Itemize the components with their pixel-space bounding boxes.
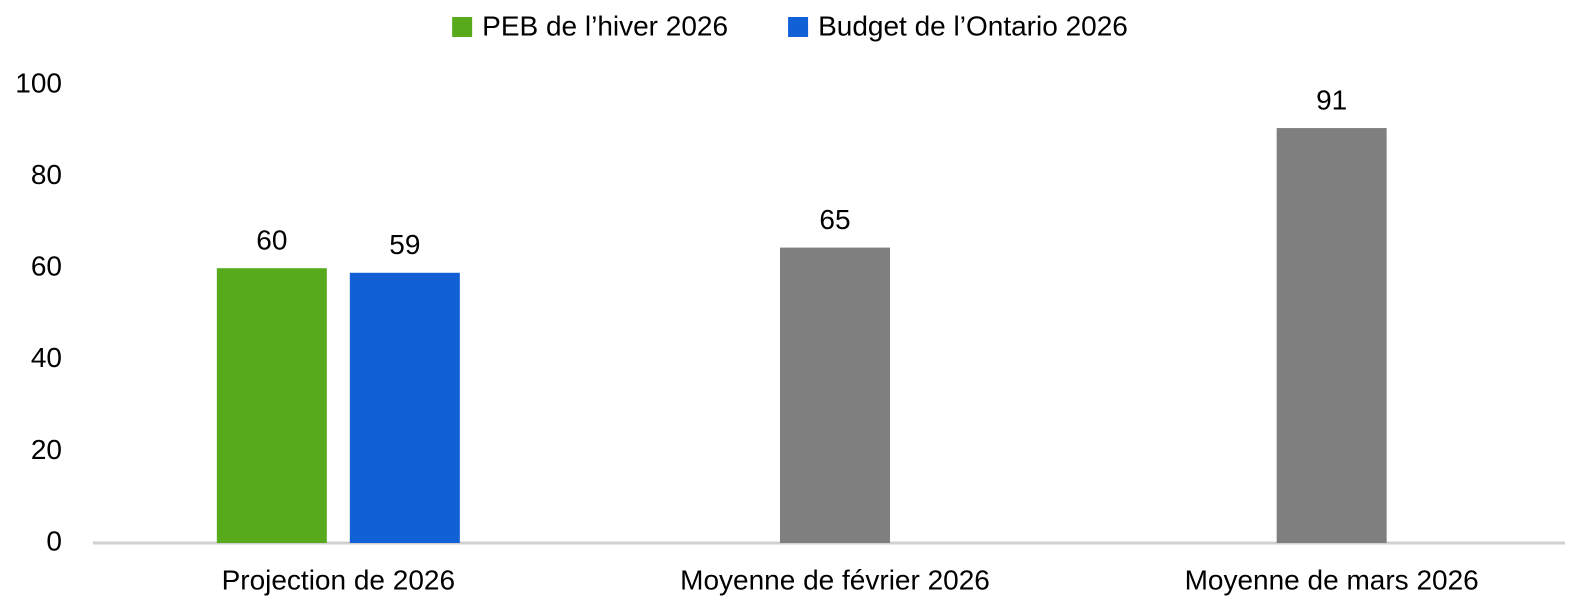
y-tick-label: 20 [31, 434, 62, 465]
legend-swatch [788, 17, 809, 37]
x-tick-label: Moyenne de mars 2026 [1185, 564, 1479, 595]
bar [780, 247, 890, 543]
x-tick-label: Moyenne de février 2026 [680, 564, 990, 595]
data-label: 59 [389, 229, 420, 260]
y-tick-label: 0 [46, 525, 62, 556]
legend-swatch [452, 17, 473, 37]
x-tick-label: Projection de 2026 [222, 564, 456, 595]
y-tick-label: 60 [31, 251, 62, 282]
legend-label: Budget de l’Ontario 2026 [818, 10, 1128, 41]
bar [1276, 128, 1387, 543]
legend: PEB de l’hiver 2026 Budget de l’Ontario 2… [452, 10, 1128, 41]
data-label: 65 [819, 204, 850, 235]
legend-label: PEB de l’hiver 2026 [482, 10, 728, 41]
data-label: 91 [1316, 84, 1347, 115]
y-tick-label: 40 [31, 342, 62, 373]
bar [349, 272, 460, 543]
y-tick-label: 100 [15, 67, 62, 98]
bar [216, 268, 327, 543]
data-label: 60 [256, 225, 287, 256]
y-tick-label: 80 [31, 159, 62, 190]
